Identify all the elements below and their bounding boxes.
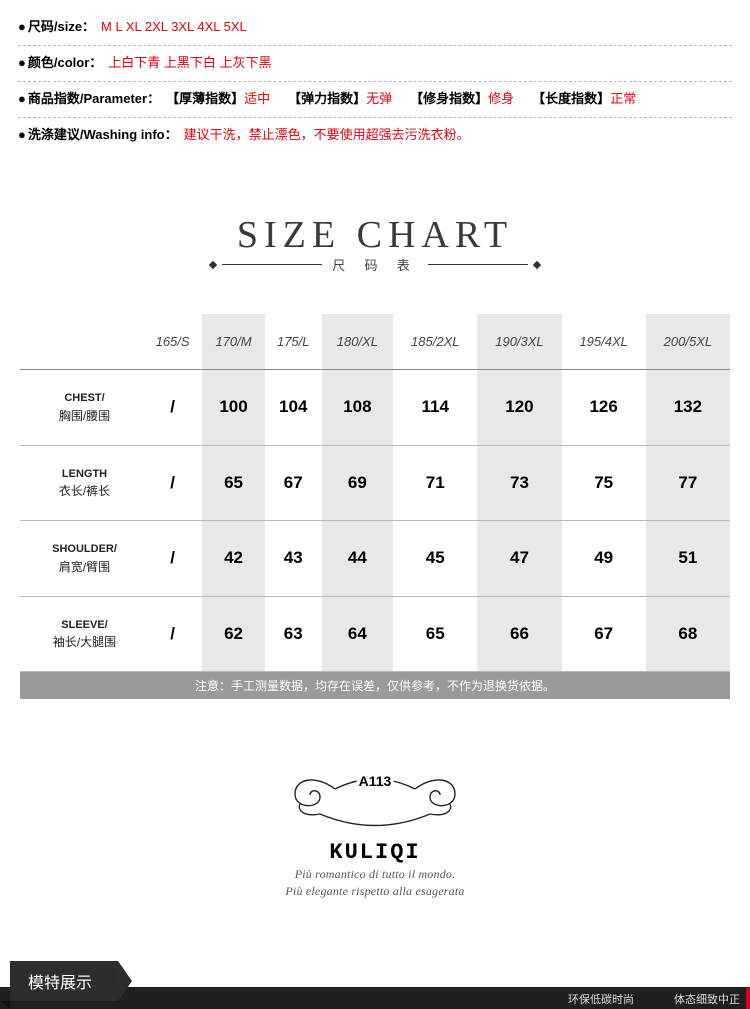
col-header: 175/L [265,314,322,370]
table-row: CHEST/胸围/腰围/100104108114120126132 [20,370,730,446]
size-cell: 104 [265,370,322,446]
size-cell: / [143,370,202,446]
row-label: LENGTH衣长/裤长 [20,445,143,521]
size-cell: / [143,445,202,521]
diamond-icon [533,260,541,268]
bullet-icon: ● [18,91,26,106]
size-cell: 132 [646,370,730,446]
size-cell: 44 [322,521,394,597]
size-label: 尺码/size： [28,16,95,35]
brand-tagline-1: Più romantico di tutto il mondo. [0,867,750,882]
col-header: 165/S [143,314,202,370]
size-cell: 65 [393,596,477,672]
rule-line [428,264,528,265]
size-cell: 77 [646,445,730,521]
table-row: SHOULDER/肩宽/臂围/42434445474951 [20,521,730,597]
section-ribbon: 模特展示 环保低碳时尚 体态细致中正 [0,959,750,1009]
size-cell: 114 [393,370,477,446]
info-wash-row: ● 洗涤建议/Washing info： 建议干洗，禁止漂色，不要使用超强去污洗… [18,118,732,153]
ribbon-text-1: 环保低碳时尚 [568,991,634,1007]
product-info: ● 尺码/size： M L XL 2XL 3XL 4XL 5XL ● 颜色/c… [0,0,750,153]
brand-ornament: A113 [265,769,485,839]
info-param-row: ● 商品指数/Parameter： 【厚薄指数】适中 【弹力指数】无弹 【修身指数】… [18,82,732,118]
ribbon-tab: 模特展示 [10,961,118,1001]
ribbon-right-text: 环保低碳时尚 体态细致中正 [568,991,740,1007]
rule-line [222,264,322,265]
param-values: 【厚薄指数】适中 【弹力指数】无弹 【修身指数】修身 【长度指数】正常 [166,88,654,107]
brand-tagline-2: Più elegante rispetto alla esagerata [0,884,750,899]
size-cell: 67 [562,596,646,672]
bullet-icon: ● [18,55,26,70]
param-label: 商品指数/Parameter： [28,88,160,107]
size-cell: 69 [322,445,394,521]
ribbon-text-2: 体态细致中正 [674,991,740,1007]
wash-label: 洗涤建议/Washing info： [28,124,178,143]
size-cell: 63 [265,596,322,672]
info-color-row: ● 颜色/color： 上白下青 上黑下白 上灰下黑 [18,46,732,82]
size-cell: / [143,521,202,597]
size-cell: 47 [477,521,561,597]
size-cell: 75 [562,445,646,521]
size-cell: 65 [202,445,265,521]
size-cell: 64 [322,596,394,672]
color-label: 颜色/color： [28,52,102,71]
col-header: 190/3XL [477,314,561,370]
row-label: CHEST/胸围/腰围 [20,370,143,446]
size-cell: 43 [265,521,322,597]
size-cell: 51 [646,521,730,597]
chart-heading: SIZE CHART 尺 码 表 [20,213,730,274]
col-header: 170/M [202,314,265,370]
param-item: 【长度指数】正常 [532,91,636,106]
size-value: M L XL 2XL 3XL 4XL 5XL [101,19,247,34]
table-row: LENGTH衣长/裤长/65676971737577 [20,445,730,521]
size-cell: 73 [477,445,561,521]
size-table: 165/S170/M175/L180/XL185/2XL190/3XL195/4… [20,314,730,672]
param-item: 【弹力指数】无弹 [288,91,392,106]
size-cell: 120 [477,370,561,446]
size-cell: 62 [202,596,265,672]
brand-block: A113 KULIQI Più romantico di tutto il mo… [0,769,750,899]
bullet-icon: ● [18,19,26,34]
table-header-row: 165/S170/M175/L180/XL185/2XL190/3XL195/4… [20,314,730,370]
size-cell: 126 [562,370,646,446]
size-cell: 45 [393,521,477,597]
size-cell: 71 [393,445,477,521]
size-cell: 100 [202,370,265,446]
param-item: 【厚薄指数】适中 [166,91,270,106]
color-value: 上白下青 上黑下白 上灰下黑 [108,52,271,71]
size-chart: SIZE CHART 尺 码 表 165/S170/M175/L180/XL18… [0,153,750,699]
size-cell: 66 [477,596,561,672]
diamond-icon [209,260,217,268]
chart-note: 注意：手工测量数据，均存在误差，仅供参考，不作为退换货依据。 [20,672,730,699]
col-header: 200/5XL [646,314,730,370]
col-header: 180/XL [322,314,394,370]
col-header: 195/4XL [562,314,646,370]
size-cell: 68 [646,596,730,672]
row-label: SLEEVE/袖长/大腿围 [20,596,143,672]
chart-subtitle: 尺 码 表 [322,255,428,274]
size-cell: 67 [265,445,322,521]
chart-title-rule: 尺 码 表 [20,255,730,274]
info-size-row: ● 尺码/size： M L XL 2XL 3XL 4XL 5XL [18,10,732,46]
bullet-icon: ● [18,127,26,142]
param-item: 【修身指数】修身 [410,91,514,106]
chart-title-text: SIZE CHART [20,213,730,257]
size-cell: 108 [322,370,394,446]
col-header: 185/2XL [393,314,477,370]
row-label: SHOULDER/肩宽/臂围 [20,521,143,597]
wash-value: 建议干洗，禁止漂色，不要使用超强去污洗衣粉。 [184,124,470,143]
size-cell: / [143,596,202,672]
col-header [20,314,143,370]
table-row: SLEEVE/袖长/大腿围/62636465666768 [20,596,730,672]
brand-code: A113 [357,773,394,789]
brand-name: KULIQI [0,840,750,865]
size-cell: 42 [202,521,265,597]
size-cell: 49 [562,521,646,597]
